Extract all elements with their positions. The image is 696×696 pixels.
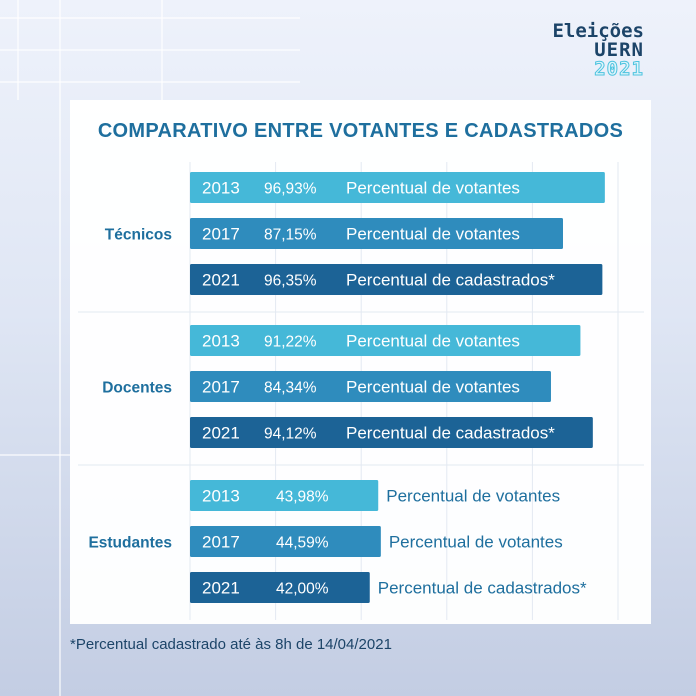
bar-2017 <box>190 371 551 402</box>
bar-year-label: 2013 <box>202 332 240 351</box>
bar-2017 <box>190 218 564 249</box>
bar-value-label: 42,00% <box>276 581 329 598</box>
bar-description-label: Percentual de cadastrados* <box>378 579 587 598</box>
bar-2017 <box>190 526 381 557</box>
bar-2013 <box>190 325 581 356</box>
bar-value-label: 94,12% <box>264 426 317 443</box>
bar-year-label: 2013 <box>202 487 240 506</box>
bar-year-label: 2017 <box>202 378 240 397</box>
bar-value-label: 96,35% <box>264 273 317 290</box>
bar-2021 <box>190 417 593 448</box>
group-label: Estudantes <box>88 535 172 552</box>
bar-value-label: 44,59% <box>276 535 329 552</box>
logo-line-eleicoes: Eleições <box>552 20 644 42</box>
bar-2013 <box>190 172 605 203</box>
bar-chart: Técnicos 2013 96,93% Percentual de votantes… <box>78 162 644 620</box>
bar-value-label: 96,93% <box>264 181 317 198</box>
logo-line-year: 2021 <box>594 58 644 80</box>
bar-description-label: Percentual de votantes <box>389 533 563 552</box>
bar-year-label: 2017 <box>202 533 240 552</box>
bar-year-label: 2021 <box>202 424 240 443</box>
bar-description-label: Percentual de votantes <box>346 378 520 397</box>
footnote: *Percentual cadastrado até às 8h de 14/0… <box>70 636 392 653</box>
group-label: Docentes <box>102 380 172 397</box>
bar-value-label: 91,22% <box>264 334 317 351</box>
chart-title: COMPARATIVO ENTRE VOTANTES E CADASTRADOS <box>97 120 624 142</box>
bar-description-label: Percentual de votantes <box>346 332 520 351</box>
group-label: Técnicos <box>105 227 172 244</box>
bar-2021 <box>190 264 603 295</box>
bar-value-label: 84,34% <box>264 380 317 397</box>
bar-year-label: 2013 <box>202 179 240 198</box>
eleicoes-uern-logo: Eleições UERN 2021 <box>552 20 644 80</box>
bar-description-label: Percentual de cadastrados* <box>346 424 555 443</box>
bar-2013 <box>190 480 379 511</box>
bar-2021 <box>190 572 370 603</box>
bar-year-label: 2021 <box>202 579 240 598</box>
chart-card: COMPARATIVO ENTRE VOTANTES E CADASTRADOS… <box>70 100 651 624</box>
bar-value-label: 87,15% <box>264 227 317 244</box>
logo-line-uern: UERN <box>594 39 644 61</box>
bar-description-label: Percentual de votantes <box>346 225 520 244</box>
bar-description-label: Percentual de votantes <box>386 487 560 506</box>
bar-year-label: 2017 <box>202 225 240 244</box>
bar-value-label: 43,98% <box>276 489 329 506</box>
bar-year-label: 2021 <box>202 271 240 290</box>
bar-description-label: Percentual de votantes <box>346 179 520 198</box>
bar-description-label: Percentual de cadastrados* <box>346 271 555 290</box>
